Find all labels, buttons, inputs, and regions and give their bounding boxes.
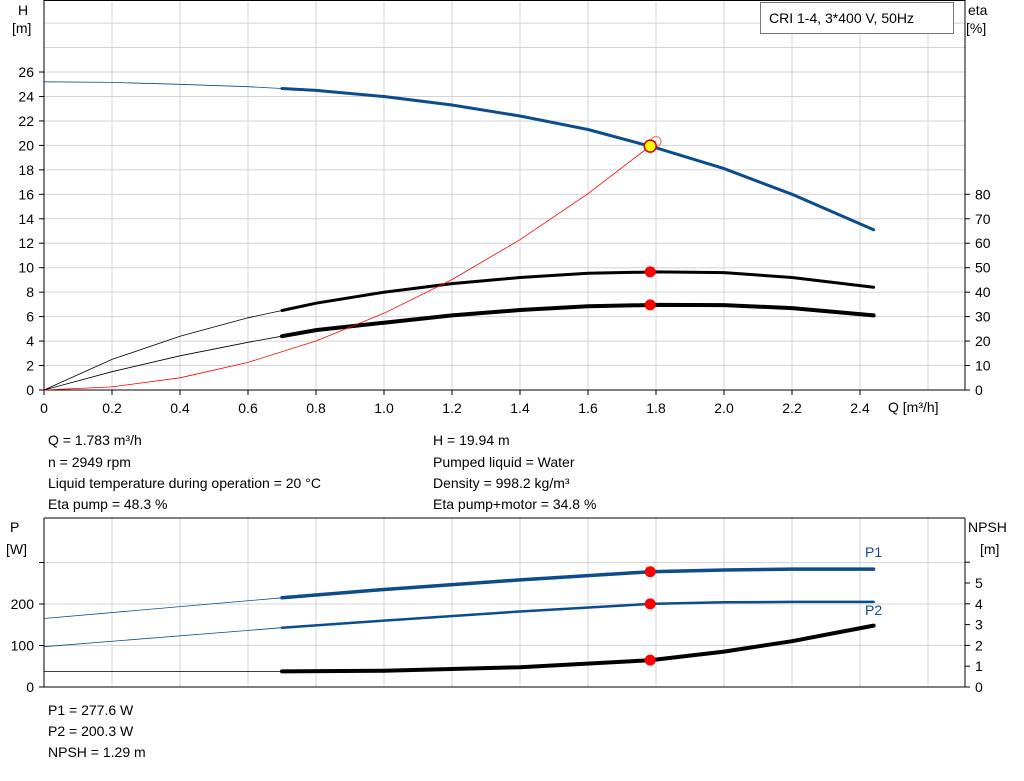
npsh-axis-unit: [m] <box>980 541 1000 557</box>
npsh-tick-label: 2 <box>975 637 983 653</box>
eta_pump-curve <box>280 270 876 312</box>
npsh-curve <box>280 623 876 674</box>
p-axis-label: P <box>10 519 20 535</box>
p1-duty-marker <box>644 566 656 578</box>
x-tick-label: 0.6 <box>238 400 258 416</box>
info-liquid: Pumped liquid = Water <box>433 454 575 470</box>
p1-curve-thin <box>43 597 283 619</box>
x-tick-label: 2.0 <box>714 400 734 416</box>
y-tick-label: 14 <box>18 211 34 227</box>
info-p2: P2 = 200.3 W <box>48 723 134 739</box>
npsh-tick-label: 4 <box>975 596 983 612</box>
y-tick-label: 24 <box>18 88 34 104</box>
npsh-tick-label: 1 <box>975 658 983 674</box>
h-axis-unit: [m] <box>12 20 32 36</box>
y-tick-label: 2 <box>26 358 34 374</box>
x-tick-label: 1.4 <box>510 400 530 416</box>
eta-axis-unit: [%] <box>966 20 987 36</box>
info-n: n = 2949 rpm <box>48 454 131 470</box>
eta-tick-label: 10 <box>975 358 991 374</box>
info-eta-total: Eta pump+motor = 34.8 % <box>433 496 597 512</box>
eta-tick-label: 40 <box>975 284 991 300</box>
x-tick-label: 0 <box>40 400 48 416</box>
p1-curve <box>280 567 876 600</box>
p-tick-label: 200 <box>11 596 35 612</box>
p2-curve <box>280 600 875 629</box>
eta-total-duty-marker <box>644 299 656 311</box>
y-tick-label: 4 <box>26 333 34 349</box>
p2-duty-marker <box>644 598 656 610</box>
head-curve <box>280 87 876 232</box>
info-h: H = 19.94 m <box>433 432 510 448</box>
eta_pump_motor-curve-thin <box>43 335 283 391</box>
info-q: Q = 1.783 m³/h <box>48 432 142 448</box>
x-tick-label: 1.0 <box>374 400 394 416</box>
y-tick-label: 6 <box>26 309 34 325</box>
npsh-tick-label: 0 <box>975 679 983 695</box>
npsh-duty-marker <box>644 654 656 666</box>
info-temp: Liquid temperature during operation = 20… <box>48 475 321 491</box>
eta-tick-label: 30 <box>975 309 991 325</box>
y-tick-label: 18 <box>18 162 34 178</box>
eta-tick-label: 80 <box>975 186 991 202</box>
eta-tick-label: 50 <box>975 260 991 276</box>
x-tick-label: 2.2 <box>782 400 802 416</box>
p-tick-label: 0 <box>26 679 34 695</box>
x-tick-label: 1.8 <box>646 400 666 416</box>
info-eta-pump: Eta pump = 48.3 % <box>48 496 168 512</box>
eta-pump-duty-marker <box>644 266 656 278</box>
duty-point-marker <box>643 139 657 153</box>
npsh-axis-label: NPSH <box>968 519 1007 535</box>
info-density: Density = 998.2 kg/m³ <box>433 475 570 491</box>
eta-tick-label: 20 <box>975 333 991 349</box>
eta-tick-label: 70 <box>975 211 991 227</box>
eta-axis-label: eta <box>968 2 988 18</box>
x-tick-label: 0.8 <box>306 400 326 416</box>
head-curve-thin <box>43 81 283 89</box>
y-tick-label: 10 <box>18 260 34 276</box>
npsh-tick-label: 3 <box>975 617 983 633</box>
x-tick-label: 0.2 <box>102 400 122 416</box>
info-npsh: NPSH = 1.29 m <box>48 744 146 760</box>
p2-series-label: P2 <box>865 602 883 618</box>
eta_pump_motor-curve <box>280 302 876 339</box>
eta_pump-curve-thin <box>43 310 283 391</box>
h-axis-label: H <box>18 2 29 18</box>
q-axis-label: Q [m³/h] <box>888 399 939 415</box>
y-tick-label: 12 <box>18 235 34 251</box>
y-tick-label: 26 <box>18 64 34 80</box>
eta-tick-label: 0 <box>975 382 983 398</box>
pump-title-box: CRI 1-4, 3*400 V, 50Hz <box>760 2 954 34</box>
y-tick-label: 8 <box>26 284 34 300</box>
p1-series-label: P1 <box>865 544 883 560</box>
y-tick-label: 22 <box>18 113 34 129</box>
y-tick-label: 20 <box>18 137 34 153</box>
x-tick-label: 2.4 <box>850 400 870 416</box>
npsh-tick-label: 5 <box>975 575 983 591</box>
info-p1: P1 = 277.6 W <box>48 702 134 718</box>
x-tick-label: 0.4 <box>170 400 190 416</box>
y-tick-label: 0 <box>26 382 34 398</box>
system_curve-curve <box>43 141 657 391</box>
x-tick-label: 1.6 <box>578 400 598 416</box>
p-tick-label: 100 <box>11 638 35 654</box>
y-tick-label: 16 <box>18 186 34 202</box>
p-axis-unit: [W] <box>6 541 27 557</box>
x-tick-label: 1.2 <box>442 400 462 416</box>
p2-curve-thin <box>43 627 283 648</box>
eta-tick-label: 60 <box>975 235 991 251</box>
